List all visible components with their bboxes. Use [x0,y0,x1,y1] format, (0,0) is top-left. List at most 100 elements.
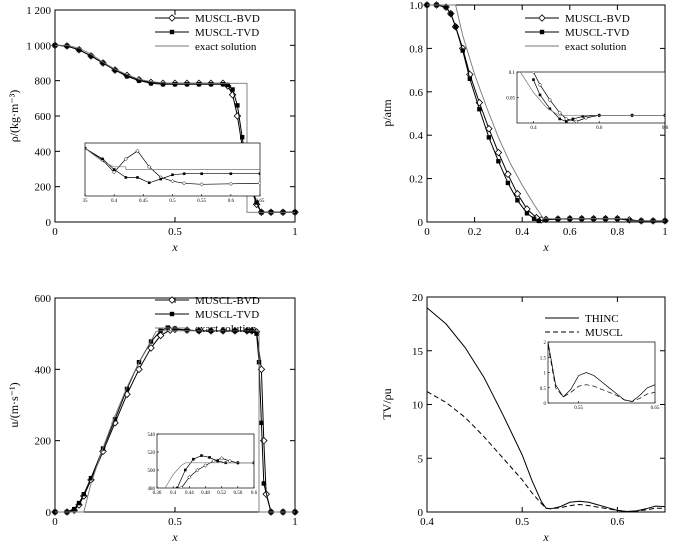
inset-series [85,146,260,187]
inset-y-tick-label: 520 [148,451,156,456]
data-point [76,500,82,506]
y-axis-label: p/atm [380,99,394,127]
legend-label: exact solution [195,41,257,53]
inset-y-tick-label: 2 [544,341,547,346]
data-point [124,386,130,392]
series-line [55,44,295,213]
inset-series-line [85,148,260,185]
inset-x-tick-label: 0.4 [530,126,537,131]
inset-data-point [257,181,260,186]
legend-label: MUSCL-BVD [195,295,260,307]
y-tick-label: 15 [412,346,424,358]
chart-2: 0 0.2 0.4 0.6 0.8 1 0 0.2 0.4 0.6 0.8 1.0 x p/atm MUSC… [380,0,669,254]
x-axis-label: x [171,240,178,254]
data-point [88,475,94,481]
legend: THINC MUSCL [545,313,623,339]
inset-series [85,148,260,170]
inset-y-tick-label: 0 [544,402,547,407]
series-exact-solution [427,4,665,222]
y-tick-label: 0.8 [409,43,423,55]
legend-marker [168,14,176,22]
y-tick-label: 0.2 [409,174,423,186]
data-point [448,11,453,16]
legend-label: MUSCL-BVD [195,13,260,25]
legend-label: exact solution [565,41,627,53]
data-point [88,53,94,59]
y-tick-label: 200 [35,436,52,448]
data-point [76,47,82,52]
y-tick-label: 5 [418,453,424,465]
inset-series [548,345,655,402]
data-point [524,211,530,216]
data-point [81,491,86,497]
inset-data-point [199,182,204,187]
y-tick-label: 0 [418,217,424,229]
inset-data-point [208,456,211,459]
legend-label: MUSCL [585,327,623,339]
x-tick-label: 0.5 [168,226,182,238]
inset-data-point [574,119,579,123]
inset-data-point [219,456,224,461]
inset-data-point [135,148,140,154]
inset-y-tick-label: 1 [544,372,547,377]
inset-data-point [85,147,87,150]
x-tick-label: 1 [292,226,298,238]
inset-x-tick-label: 0.44 [185,491,194,496]
y-axis-label: TV/ρu [380,388,394,419]
inset-series [179,456,254,488]
inset-y-tick-label: 0.5 [540,387,547,392]
inset-plot: 0.36 0.4 0.44 0.48 0.52 0.56 0.6 480 500 520 540 [148,433,258,496]
inset-frame [156,433,255,489]
y-tick-label: 0.4 [409,130,423,142]
inset-x-tick-label: 0.56 [233,491,242,496]
inset-series-line [548,342,655,402]
y-tick-label: 1 000 [26,40,51,52]
data-point [240,135,245,140]
data-point [112,417,118,422]
data-point [254,331,259,336]
data-point [172,326,178,331]
inset-data-point [200,172,203,176]
series-line [426,391,665,513]
y-axis-label: u/(m·s⁻¹) [7,382,21,427]
inset-series-line [164,462,254,488]
data-point [453,24,458,29]
data-point [147,344,155,352]
y-tick-label: 10 [412,400,424,412]
inset-data-point [557,110,562,115]
legend-marker [168,296,176,304]
inset-data-point [200,454,203,457]
x-tick-label: 0.2 [468,226,482,238]
inset-data-point [112,168,116,171]
data-point [196,82,202,87]
x-tick-label: 0.5 [515,516,529,528]
inset-data-point [175,486,179,488]
data-point [160,82,166,87]
legend-marker [539,29,545,35]
inset-plot: 0.4 0.6 0.8 0.05 0.1 [506,71,668,131]
series-line [426,307,666,513]
y-tick-label: 600 [35,293,52,305]
data-point [156,331,165,340]
data-point [504,170,512,179]
inset-y-tick-label: 1.5 [540,356,547,361]
inset-data-point [228,181,233,186]
inset-data-point [571,117,575,121]
legend: MUSCL-BVD MUSCL-TVD exact solution [155,295,260,335]
y-tick-label: 1 200 [26,5,51,17]
data-point [460,48,465,53]
data-point [261,481,266,486]
inset-x-tick-label: 0.52 [217,491,226,496]
y-tick-label: 200 [35,182,52,194]
legend-marker [538,14,546,22]
inset-data-point [159,177,163,181]
inset-data-point [532,78,535,81]
inset-y-tick-label: 480 [148,487,156,492]
legend-label: MUSCL-BVD [565,13,630,25]
data-point [443,4,449,10]
data-point [184,327,190,333]
data-point [259,420,264,426]
inset-series-line [85,148,260,184]
inset-y-tick-label: 0.05 [506,97,515,102]
inset-data-point [192,457,195,461]
